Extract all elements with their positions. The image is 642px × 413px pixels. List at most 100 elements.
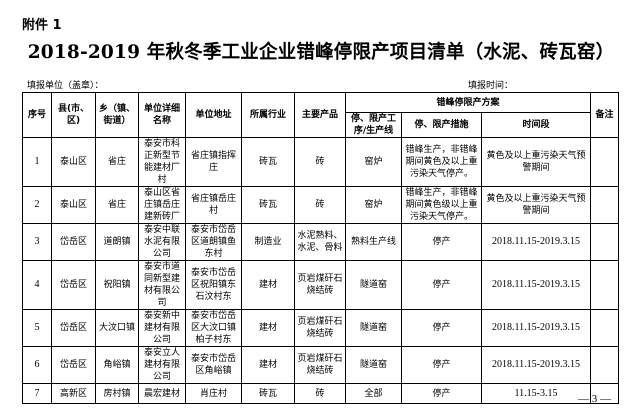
cell-product: 砖: [294, 186, 346, 224]
cell-product: 页岩煤矸石烧结砖: [294, 309, 346, 347]
cell-no: 6: [22, 346, 52, 384]
cell-no: 3: [22, 223, 52, 261]
cell-address: 泰安市岱岳区大汶口镇柏子村东: [185, 309, 242, 347]
cell-name: 泰安市科正新型节能建材厂村: [138, 137, 186, 187]
cell-line: 隧道窑: [345, 346, 402, 384]
table-row: 3 岱岳区 道朗镇 泰安中联水泥有限公司 泰安市岱岳区道朗镇鱼东村 制造业 水泥熟料、水泥、…: [22, 223, 619, 261]
header-measure: 停、限产措施: [401, 112, 482, 138]
page-number: — 3 —: [578, 393, 611, 405]
cell-line: 熟料生产线: [345, 223, 402, 261]
cell-measure: 停产: [401, 260, 482, 310]
cell-remark: [590, 260, 619, 310]
project-list-table: 序号 县(市、区) 乡（镇、街道） 单位详细名称 单位地址 所属行业 主要产品 …: [22, 92, 619, 404]
cell-name: 晨宏建材: [138, 383, 186, 404]
cell-no: 5: [22, 309, 52, 347]
header-line: 停、限产工序/生产线: [345, 112, 402, 138]
cell-name: 泰安立人建材有限公司: [138, 346, 186, 384]
cell-no: 2: [22, 186, 52, 224]
cell-address: 泰安市岱岳区角峪镇: [185, 346, 242, 384]
cell-town: 角峪镇: [95, 346, 139, 384]
cell-measure: 错峰生产，非错峰期间黄色及以上重污染天气停产。: [401, 137, 482, 187]
cell-remark: [590, 346, 619, 384]
cell-industry: 砖瓦: [241, 383, 295, 404]
table-row: 5 岱岳区 大汶口镇 泰安新中建材有限公司 泰安市岱岳区大汶口镇柏子村东 建材 页岩煤矸石烧…: [22, 309, 619, 347]
cell-county: 岱岳区: [51, 309, 96, 347]
table-row: 4 岱岳区 祝阳镇 泰安市道同新型建材有限公司 泰安市岱岳区祝阳镇东石汶村东 建材 页岩煤矸…: [22, 260, 619, 310]
cell-industry: 制造业: [241, 223, 295, 261]
header-no: 序号: [22, 92, 52, 138]
cell-line: 全部: [345, 383, 402, 404]
cell-remark: [590, 309, 619, 347]
cell-line: 窑炉: [345, 186, 402, 224]
cell-product: 砖: [294, 137, 346, 187]
cell-measure: 停产: [401, 346, 482, 384]
cell-name: 泰山区省庄镇岳庄建新砖厂: [138, 186, 186, 224]
fill-unit-label: 填报单位（盖章）：: [27, 81, 104, 91]
cell-no: 4: [22, 260, 52, 310]
cell-county: 高新区: [51, 383, 96, 404]
header-remark: 备注: [590, 92, 619, 138]
cell-industry: 砖瓦: [241, 137, 295, 187]
cell-line: 隧道窑: [345, 309, 402, 347]
cell-remark: [590, 186, 619, 224]
cell-name: 泰安市道同新型建材有限公司: [138, 260, 186, 310]
cell-remark: [590, 137, 619, 187]
cell-industry: 建材: [241, 346, 295, 384]
cell-measure: 停产: [401, 223, 482, 261]
table-row: 7 高新区 房村镇 晨宏建材 肖庄村 砖瓦砖全部 停产 11.15-3.15: [22, 383, 619, 404]
cell-period: 2018.11.15-2019.3.15: [481, 260, 591, 310]
header-period: 时间段: [481, 112, 591, 138]
cell-town: 道朗镇: [95, 223, 139, 261]
page-title: 2018-2019 年秋冬季工业企业错峰停限产项目清单（水泥、砖瓦窑）: [27, 42, 615, 63]
cell-town: 省庄: [95, 137, 139, 187]
cell-product: 水泥熟料、水泥、骨料: [294, 223, 346, 261]
cell-county: 岱岳区: [51, 223, 96, 261]
attachment-label: 附件 1: [22, 18, 62, 33]
header-address: 单位地址: [185, 92, 242, 138]
cell-remark: [590, 223, 619, 261]
header-town: 乡（镇、街道）: [95, 92, 139, 138]
cell-county: 泰山区: [51, 186, 96, 224]
cell-county: 岱岳区: [51, 260, 96, 310]
cell-product: 砖: [294, 383, 346, 404]
header-county: 县(市、区): [51, 92, 96, 138]
cell-measure: 停产: [401, 309, 482, 347]
cell-industry: 建材: [241, 309, 295, 347]
cell-county: 岱岳区: [51, 346, 96, 384]
cell-county: 泰山区: [51, 137, 96, 187]
cell-period: 2018.11.15-2019.3.15: [481, 346, 591, 384]
header-product: 主要产品: [294, 92, 346, 138]
cell-measure: 停产: [401, 383, 482, 404]
header-plan: 错峰停限产方案: [345, 92, 591, 113]
cell-town: 大汶口镇: [95, 309, 139, 347]
cell-line: 隧道窑: [345, 260, 402, 310]
cell-town: 祝阳镇: [95, 260, 139, 310]
header-name: 单位详细名称: [138, 92, 186, 138]
cell-industry: 砖瓦: [241, 186, 295, 224]
cell-address: 肖庄村: [185, 383, 242, 404]
table-row: 1 泰山区 省庄 泰安市科正新型节能建材厂村 省庄镇指挥庄 砖瓦砖窑炉 错峰生产，非错峰期间…: [22, 137, 619, 187]
cell-measure: 错峰生产，非错峰期间黄色级以上重污染天气停产。: [401, 186, 482, 224]
table-row: 6 岱岳区 角峪镇 泰安立人建材有限公司 泰安市岱岳区角峪镇 建材 页岩煤矸石烧结砖 隧道窑停…: [22, 346, 619, 384]
cell-no: 1: [22, 137, 52, 187]
cell-product: 页岩煤矸石烧结砖: [294, 346, 346, 384]
cell-town: 房村镇: [95, 383, 139, 404]
cell-name: 泰安新中建材有限公司: [138, 309, 186, 347]
cell-town: 省庄: [95, 186, 139, 224]
cell-period: 2018.11.15-2019.3.15: [481, 309, 591, 347]
cell-period: 11.15-3.15: [481, 383, 591, 404]
cell-period: 黄色及以上重污染天气预警期间: [481, 186, 591, 224]
cell-address: 省庄镇指挥庄: [185, 137, 242, 187]
fill-time-label: 填报时间：: [468, 81, 514, 91]
cell-address: 省庄镇岳庄村: [185, 186, 242, 224]
cell-product: 页岩煤矸石烧结砖: [294, 260, 346, 310]
cell-industry: 建材: [241, 260, 295, 310]
cell-address: 泰安市岱岳区道朗镇鱼东村: [185, 223, 242, 261]
header-industry: 所属行业: [241, 92, 295, 138]
table-row: 2 泰山区 省庄 泰山区省庄镇岳庄建新砖厂 省庄镇岳庄村 砖瓦砖窑炉 错峰生产，非错峰期间黄…: [22, 186, 619, 224]
cell-period: 黄色及以上重污染天气预警期间: [481, 137, 591, 187]
cell-no: 7: [22, 383, 52, 404]
cell-period: 2018.11.15-2019.3.15: [481, 223, 591, 261]
cell-remark: [590, 383, 619, 404]
cell-address: 泰安市岱岳区祝阳镇东石汶村东: [185, 260, 242, 310]
